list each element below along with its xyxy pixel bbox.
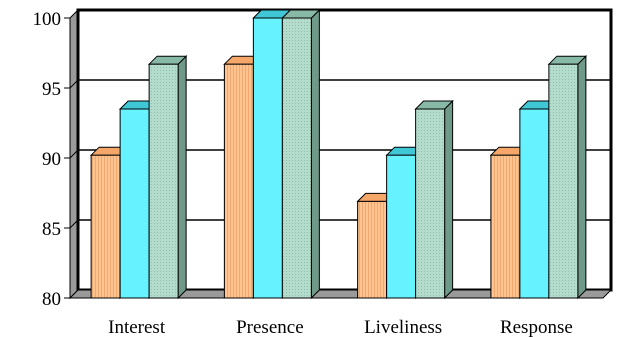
bar-front — [223, 63, 254, 299]
bar-front — [148, 63, 179, 299]
bar-front — [519, 108, 550, 299]
bar-front — [386, 154, 417, 299]
category-labels: Interest Presence Liveliness Response — [108, 317, 573, 337]
bar-front — [415, 108, 446, 299]
bar-side — [177, 54, 187, 300]
gridline-side-85 — [69, 219, 79, 229]
bar-front — [281, 17, 312, 299]
bar-front — [357, 200, 388, 299]
gridline-side-95 — [69, 79, 79, 89]
bar-liveliness-3 — [414, 99, 454, 300]
bar-front — [548, 63, 579, 299]
category-label: Response — [500, 317, 573, 337]
category-label: Presence — [236, 317, 304, 337]
y-tick-label: 95 — [42, 79, 61, 100]
gridline-side-90 — [69, 149, 79, 159]
bars — [89, 8, 588, 300]
y-axis-tick-labels: 80 85 90 95 100 — [33, 9, 70, 310]
y-tick-label: 85 — [42, 219, 61, 240]
bar-side — [444, 99, 454, 300]
y-tick-label: 100 — [33, 9, 62, 30]
bar-interest-3 — [147, 54, 188, 300]
bar-response-3 — [547, 54, 588, 300]
bar-front — [252, 17, 283, 299]
y-tick-label: 90 — [42, 149, 61, 170]
bar-presence-3 — [281, 8, 321, 300]
y-tick-label: 80 — [42, 289, 61, 310]
bar-front — [490, 154, 521, 299]
category-label: Interest — [108, 317, 166, 337]
bar-front — [119, 108, 150, 299]
bar-front — [90, 154, 121, 299]
category-label: Liveliness — [364, 317, 442, 337]
bar-side — [577, 54, 587, 300]
bar-side — [310, 8, 320, 300]
